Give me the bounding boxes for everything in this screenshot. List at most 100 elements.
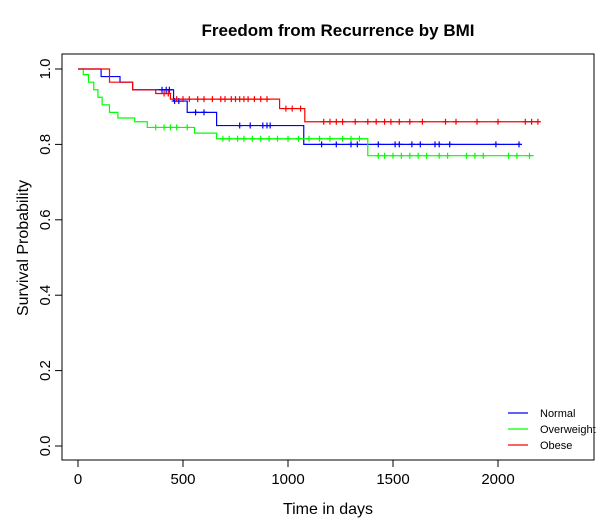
censor-mark-overweight — [184, 124, 191, 131]
y-axis-label: Survival Probability — [15, 180, 32, 316]
censor-mark-obese — [396, 118, 403, 125]
censor-mark-overweight — [226, 135, 233, 142]
legend-label-normal: Normal — [540, 408, 575, 420]
censor-mark-overweight — [240, 135, 247, 142]
censor-mark-obese — [264, 96, 270, 103]
censor-mark-obese — [327, 118, 333, 125]
series-overweight — [78, 68, 534, 159]
censor-mark-overweight — [480, 152, 487, 159]
censor-mark-obese — [419, 118, 426, 125]
censor-mark-normal — [318, 141, 325, 148]
censor-mark-obese — [297, 105, 304, 112]
censor-mark-overweight — [436, 152, 443, 159]
series-layer — [78, 68, 541, 159]
censor-mark-obese — [352, 118, 359, 125]
censor-mark-obese — [534, 118, 541, 125]
censor-mark-overweight — [415, 152, 422, 159]
censor-mark-obese — [194, 96, 201, 103]
y-axis: 0.0 0.2 0.4 0.6 0.8 1.0 — [37, 59, 63, 456]
censor-mark-obese — [165, 90, 172, 97]
censor-mark-obese — [522, 118, 529, 125]
censor-mark-obese — [222, 96, 228, 103]
y-tick-label: 1.0 — [37, 59, 54, 80]
censor-mark-normal — [446, 141, 453, 148]
censor-mark-normal — [516, 141, 522, 148]
censor-mark-obese — [474, 118, 480, 125]
censor-mark-obese — [282, 105, 289, 112]
censor-mark-normal — [201, 109, 207, 116]
censor-mark-overweight — [398, 152, 405, 159]
censor-mark-obese — [245, 96, 252, 103]
censor-mark-obese — [333, 118, 340, 125]
censor-mark-obese — [257, 96, 264, 103]
censor-mark-overweight — [257, 135, 264, 142]
x-tick-label: 0 — [74, 471, 82, 488]
censor-mark-normal — [333, 141, 340, 148]
censor-mark-overweight — [375, 152, 382, 159]
censor-mark-obese — [387, 118, 394, 125]
censor-mark-overweight — [266, 135, 273, 142]
chart-title: Freedom from Recurrence by BMI — [201, 21, 474, 40]
censor-mark-normal — [492, 141, 499, 148]
censor-mark-obese — [528, 118, 535, 125]
censor-mark-obese — [173, 96, 180, 103]
series-normal — [78, 68, 522, 148]
censor-mark-normal — [192, 109, 199, 116]
plot-frame — [61, 53, 595, 461]
censor-mark-overweight — [234, 135, 241, 142]
censor-mark-overweight — [327, 135, 333, 142]
censor-mark-overweight — [423, 152, 430, 159]
censor-mark-normal — [436, 141, 443, 148]
censor-mark-normal — [408, 141, 415, 148]
censor-mark-overweight — [295, 135, 302, 142]
censor-mark-normal — [375, 141, 382, 148]
censor-mark-overweight — [306, 135, 312, 142]
censor-mark-obese — [453, 118, 459, 125]
x-axis: 0 500 1000 1500 2000 — [74, 459, 515, 488]
series-line-obese — [78, 68, 540, 123]
censor-mark-obese — [364, 118, 371, 125]
censor-mark-obese — [201, 96, 207, 103]
legend: Normal Overweight Obese — [508, 408, 596, 452]
censor-mark-normal — [354, 141, 361, 148]
series-line-overweight — [78, 68, 534, 157]
censor-mark-overweight — [219, 135, 226, 142]
censor-mark-overweight — [390, 152, 396, 159]
series-line-normal — [78, 68, 522, 145]
legend-label-overweight: Overweight — [540, 424, 596, 436]
censor-mark-obese — [381, 118, 388, 125]
series-obese — [78, 68, 541, 125]
censor-mark-normal — [267, 122, 274, 129]
censor-mark-obese — [186, 96, 193, 103]
censor-mark-normal — [236, 122, 243, 129]
censor-mark-overweight — [339, 135, 346, 142]
y-tick-label: 0.6 — [37, 209, 54, 230]
censor-mark-overweight — [249, 135, 256, 142]
censor-mark-overweight — [274, 135, 281, 142]
censor-mark-overweight — [406, 152, 413, 159]
censor-mark-normal — [348, 141, 354, 148]
censor-mark-overweight — [444, 152, 451, 159]
censor-mark-obese — [406, 118, 413, 125]
censor-mark-obese — [373, 118, 380, 125]
censor-mark-overweight — [526, 152, 533, 159]
censor-mark-overweight — [356, 135, 363, 142]
censor-mark-obese — [339, 118, 346, 125]
censor-mark-obese — [320, 118, 327, 125]
censor-mark-overweight — [513, 152, 520, 159]
x-axis-label: Time in days — [283, 501, 373, 518]
legend-label-obese: Obese — [540, 440, 572, 452]
censor-mark-obese — [495, 118, 501, 125]
censor-mark-overweight — [463, 152, 470, 159]
censor-mark-overweight — [167, 124, 174, 131]
y-tick-label: 0.2 — [37, 360, 54, 381]
censor-mark-overweight — [316, 135, 323, 142]
x-tick-label: 500 — [170, 471, 195, 488]
censor-mark-overweight — [348, 135, 354, 142]
censor-mark-normal — [247, 122, 254, 129]
x-tick-label: 1000 — [271, 471, 304, 488]
censor-mark-overweight — [285, 135, 291, 142]
y-tick-label: 0.4 — [37, 285, 54, 306]
